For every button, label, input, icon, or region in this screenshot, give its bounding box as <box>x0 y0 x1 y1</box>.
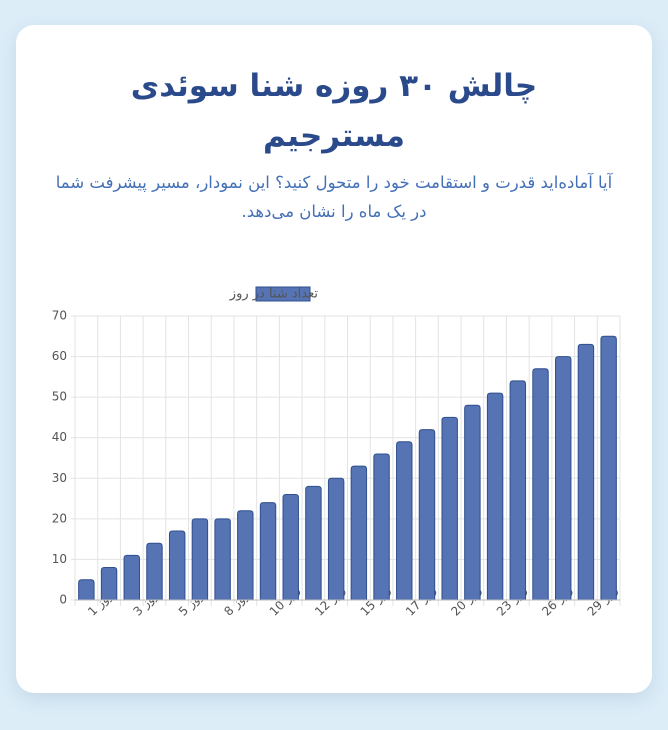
bar <box>350 465 368 601</box>
title: چالش ۳۰ روزه شنا سوئدی مسترجیم <box>130 68 538 154</box>
y-tick-label: 40 <box>52 430 67 444</box>
y-tick-label: 0 <box>59 593 67 607</box>
bar <box>78 579 95 601</box>
bar <box>237 510 254 601</box>
y-tick-label: 60 <box>52 349 67 363</box>
bar <box>214 518 231 601</box>
bar <box>327 477 345 601</box>
bar <box>532 368 549 601</box>
bar <box>486 392 504 601</box>
bar <box>373 453 390 601</box>
bar <box>123 554 140 601</box>
y-tick-label: 10 <box>52 552 67 566</box>
y-tick-label: 50 <box>52 390 67 404</box>
bar <box>600 335 617 601</box>
y-tick-label: 30 <box>52 471 67 485</box>
bar <box>441 416 458 601</box>
bar <box>259 502 277 601</box>
y-tick-label: 20 <box>52 511 67 525</box>
bar <box>509 380 527 601</box>
bar <box>464 404 481 601</box>
subtitle: آیا آماده‌اید قدرت و استقامت خود را متحو… <box>55 173 613 221</box>
bar <box>555 356 572 601</box>
bar <box>168 530 186 601</box>
y-tick-label: 70 <box>52 309 67 323</box>
bar <box>282 494 299 601</box>
bar <box>418 429 436 601</box>
legend-label: تعداد شنا در روز <box>229 287 319 302</box>
legend-swatch <box>255 286 311 302</box>
bar <box>100 567 118 601</box>
bar <box>305 485 322 601</box>
bar <box>191 518 209 601</box>
bar <box>396 441 413 601</box>
bar <box>577 343 595 601</box>
bar <box>146 542 163 601</box>
